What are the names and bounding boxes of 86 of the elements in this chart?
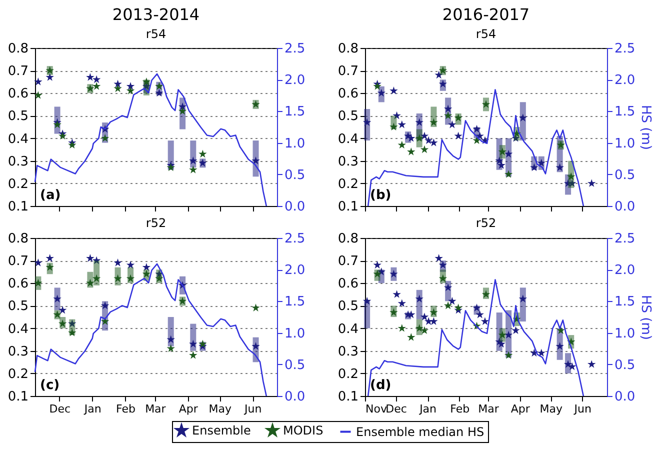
y-tick-label: 0.8: [338, 42, 358, 56]
y2-tick-label: 2.5: [284, 232, 306, 246]
y2-axis-title: HS (m): [638, 295, 654, 340]
y-tick-label: 0.3: [8, 344, 28, 360]
y-tick-label: 0.4: [338, 322, 358, 337]
y-tick-label: 0.6: [8, 86, 28, 102]
y-tick-label: 0.5: [8, 109, 28, 124]
y-tick-label: 0.1: [338, 390, 358, 404]
y2-tick-label: 0.0: [614, 200, 636, 214]
y2-tick-label: 0.5: [614, 168, 636, 183]
y-tick-label: 0.5: [338, 109, 358, 124]
y2-tick-label: 0.0: [284, 200, 306, 214]
x-tick-label: Dec: [386, 402, 407, 416]
y2-tick-label: 2.0: [614, 263, 636, 278]
y2-tick-label: 0.0: [284, 390, 306, 404]
y-tick-label: 0.5: [338, 299, 358, 314]
x-tick-label: Feb: [116, 402, 136, 416]
x-tick-label: Mar: [478, 402, 500, 416]
y2-tick-label: 1.5: [614, 104, 636, 120]
x-tick-label: Mar: [145, 402, 166, 416]
y-tick-label: 0.7: [338, 254, 358, 270]
x-tick-label: Feb: [450, 402, 470, 416]
y2-tick-label: 2.5: [614, 42, 636, 56]
y2-tick-label: 0.0: [614, 390, 636, 404]
y-tick-label: 0.4: [338, 132, 358, 147]
y-tick-label: 0.8: [8, 232, 28, 246]
y2-tick-label: 1.5: [284, 294, 306, 310]
x-tick-label: May: [540, 402, 563, 416]
y2-tick-label: 0.5: [284, 358, 306, 373]
y-tick-label: 0.2: [338, 176, 358, 192]
y2-tick-label: 2.0: [284, 73, 306, 88]
y2-tick-label: 1.0: [614, 326, 636, 342]
chart-title: 2016-2017: [442, 5, 530, 24]
y-tick-label: 0.8: [338, 232, 358, 246]
chart-title: r52: [146, 216, 166, 230]
x-tick-label: Nov: [366, 402, 388, 416]
y2-tick-label: 0.5: [284, 168, 306, 183]
annotation: (a): [40, 188, 61, 203]
legend-label: Ensemble: [192, 424, 251, 438]
y-tick-label: 0.1: [338, 200, 358, 214]
y-tick-label: 0.3: [338, 344, 358, 360]
chart-title: 2013-2014: [112, 5, 200, 24]
y-tick-label: 0.4: [8, 132, 28, 147]
y-tick-label: 0.8: [8, 42, 28, 56]
y2-axis-title: HS (m): [638, 105, 654, 150]
legend-label: Ensemble median HS: [356, 424, 484, 439]
y2-tick-label: 1.5: [614, 294, 636, 310]
x-tick-label: Dec: [49, 402, 71, 416]
chart-title: r52: [476, 216, 496, 230]
x-tick-label: May: [208, 402, 232, 416]
y2-tick-label: 2.5: [284, 42, 306, 56]
y-tick-label: 0.4: [8, 322, 28, 337]
y2-tick-label: 0.5: [614, 358, 636, 373]
y-tick-label: 0.5: [8, 299, 28, 314]
y-tick-label: 0.6: [8, 276, 28, 292]
x-tick-label: Apr: [178, 402, 198, 416]
y-tick-label: 0.3: [8, 154, 28, 170]
y-tick-label: 0.2: [338, 366, 358, 382]
y2-tick-label: 2.5: [614, 232, 636, 246]
x-tick-label: Jun: [573, 402, 592, 416]
x-tick-label: Jan: [418, 402, 437, 416]
y2-tick-label: 1.0: [284, 136, 306, 152]
y-tick-label: 0.7: [8, 64, 28, 80]
legend-label: MODIS: [283, 424, 324, 438]
y-tick-label: 0.1: [8, 200, 28, 214]
y2-tick-label: 2.0: [284, 263, 306, 278]
annotation: (d): [370, 378, 392, 393]
y2-tick-label: 2.0: [614, 73, 636, 88]
y-tick-label: 0.6: [338, 276, 358, 292]
y-tick-label: 0.3: [338, 154, 358, 170]
y-tick-label: 0.2: [8, 176, 28, 192]
x-tick-label: Apr: [510, 402, 530, 416]
x-tick-label: Jan: [83, 402, 102, 416]
annotation: (c): [40, 378, 60, 393]
annotation: (b): [370, 188, 392, 203]
y-tick-label: 0.7: [8, 254, 28, 270]
y-tick-label: 0.2: [8, 366, 28, 382]
chart-subtitle: r54: [146, 27, 166, 41]
y-tick-label: 0.7: [338, 64, 358, 80]
y2-tick-label: 1.0: [284, 326, 306, 342]
y-tick-label: 0.6: [338, 86, 358, 102]
chart-subtitle: r54: [476, 27, 496, 41]
y2-tick-label: 1.0: [614, 136, 636, 152]
y-tick-label: 0.1: [8, 390, 28, 404]
x-tick-label: Jun: [243, 402, 262, 416]
y2-tick-label: 1.5: [284, 104, 306, 120]
